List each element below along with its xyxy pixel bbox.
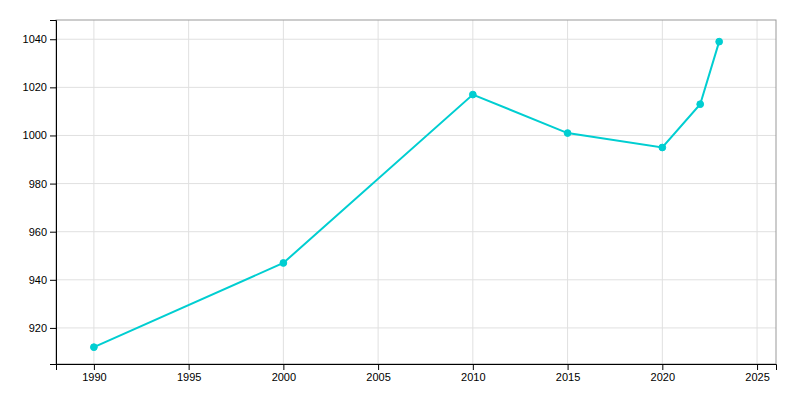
point bbox=[469, 91, 476, 98]
tick-mark bbox=[283, 364, 284, 370]
grid-line-y bbox=[56, 183, 776, 184]
tick-label: 2015 bbox=[556, 371, 580, 383]
tick-mark bbox=[50, 87, 56, 88]
tick-label: 1000 bbox=[23, 129, 47, 141]
tick-mark bbox=[50, 135, 56, 136]
tick-label: 940 bbox=[29, 274, 47, 286]
tick-label: 980 bbox=[29, 178, 47, 190]
tick-mark bbox=[50, 39, 56, 40]
grid-line-x bbox=[472, 20, 473, 364]
tick: 1020 bbox=[23, 81, 56, 93]
point bbox=[659, 144, 666, 151]
axis-line bbox=[50, 21, 57, 365]
tick: 1995 bbox=[177, 364, 201, 383]
grid-line-y bbox=[56, 231, 776, 232]
series bbox=[91, 38, 723, 350]
tick-label: 1995 bbox=[177, 371, 201, 383]
grid-line-x bbox=[93, 20, 94, 364]
tick: 2000 bbox=[272, 364, 296, 383]
tick-mark bbox=[50, 232, 56, 233]
tick: 2015 bbox=[556, 364, 580, 383]
plot-area: 1990 1995 2000 2005 2010 2015 2020 2025 920 940 96… bbox=[23, 20, 777, 383]
tick-label: 960 bbox=[29, 226, 47, 238]
tick-label: 1990 bbox=[82, 371, 106, 383]
grid-line-y bbox=[56, 279, 776, 280]
tick-label: 2005 bbox=[366, 371, 390, 383]
tick: 2020 bbox=[651, 364, 675, 383]
grid-line-y bbox=[56, 327, 776, 328]
tick-mark bbox=[50, 328, 56, 329]
tick: 920 bbox=[29, 322, 56, 334]
chart: 1990 1995 2000 2005 2010 2015 2020 2025 920 940 96… bbox=[0, 0, 800, 400]
tick-mark bbox=[378, 364, 379, 370]
tick-mark bbox=[568, 364, 569, 370]
point bbox=[91, 344, 98, 351]
tick-label: 1040 bbox=[23, 33, 47, 45]
tick-mark bbox=[50, 280, 56, 281]
grid bbox=[56, 20, 776, 364]
tick: 960 bbox=[29, 226, 56, 238]
grid-line-x bbox=[662, 20, 663, 364]
tick-mark bbox=[757, 364, 758, 370]
point bbox=[280, 260, 287, 267]
grid-line-y bbox=[56, 39, 776, 40]
tick-label: 2000 bbox=[272, 371, 296, 383]
grid-line-x bbox=[188, 20, 189, 364]
line bbox=[94, 42, 719, 348]
tick-label: 2020 bbox=[651, 371, 675, 383]
grid-line-y bbox=[56, 87, 776, 88]
tick-mark bbox=[473, 364, 474, 370]
grid-line-x bbox=[757, 20, 758, 364]
tick: 980 bbox=[29, 178, 56, 190]
tick-mark bbox=[94, 364, 95, 370]
axis-line bbox=[57, 365, 777, 371]
tick-mark bbox=[662, 364, 663, 370]
y-axis: 920 940 960 980 1000 1020 1040 bbox=[23, 21, 57, 365]
grid-line-x bbox=[378, 20, 379, 364]
tick: 2025 bbox=[745, 364, 769, 383]
grid-line-y bbox=[56, 135, 776, 136]
tick-label: 1020 bbox=[23, 81, 47, 93]
tick: 1040 bbox=[23, 33, 56, 45]
tick-label: 2025 bbox=[745, 371, 769, 383]
point bbox=[716, 38, 723, 45]
tick: 2010 bbox=[461, 364, 485, 383]
tick: 940 bbox=[29, 274, 56, 286]
grid-line-x bbox=[567, 20, 568, 364]
tick: 1000 bbox=[23, 129, 56, 141]
point bbox=[564, 130, 571, 137]
plot-frame bbox=[56, 20, 776, 364]
tick-mark bbox=[189, 364, 190, 370]
tick-label: 920 bbox=[29, 322, 47, 334]
x-axis: 1990 1995 2000 2005 2010 2015 2020 2025 bbox=[57, 364, 777, 383]
tick-mark bbox=[50, 184, 56, 185]
tick: 2005 bbox=[366, 364, 390, 383]
tick: 1990 bbox=[82, 364, 106, 383]
tick-label: 2010 bbox=[461, 371, 485, 383]
grid-line-x bbox=[283, 20, 284, 364]
point bbox=[697, 101, 704, 108]
